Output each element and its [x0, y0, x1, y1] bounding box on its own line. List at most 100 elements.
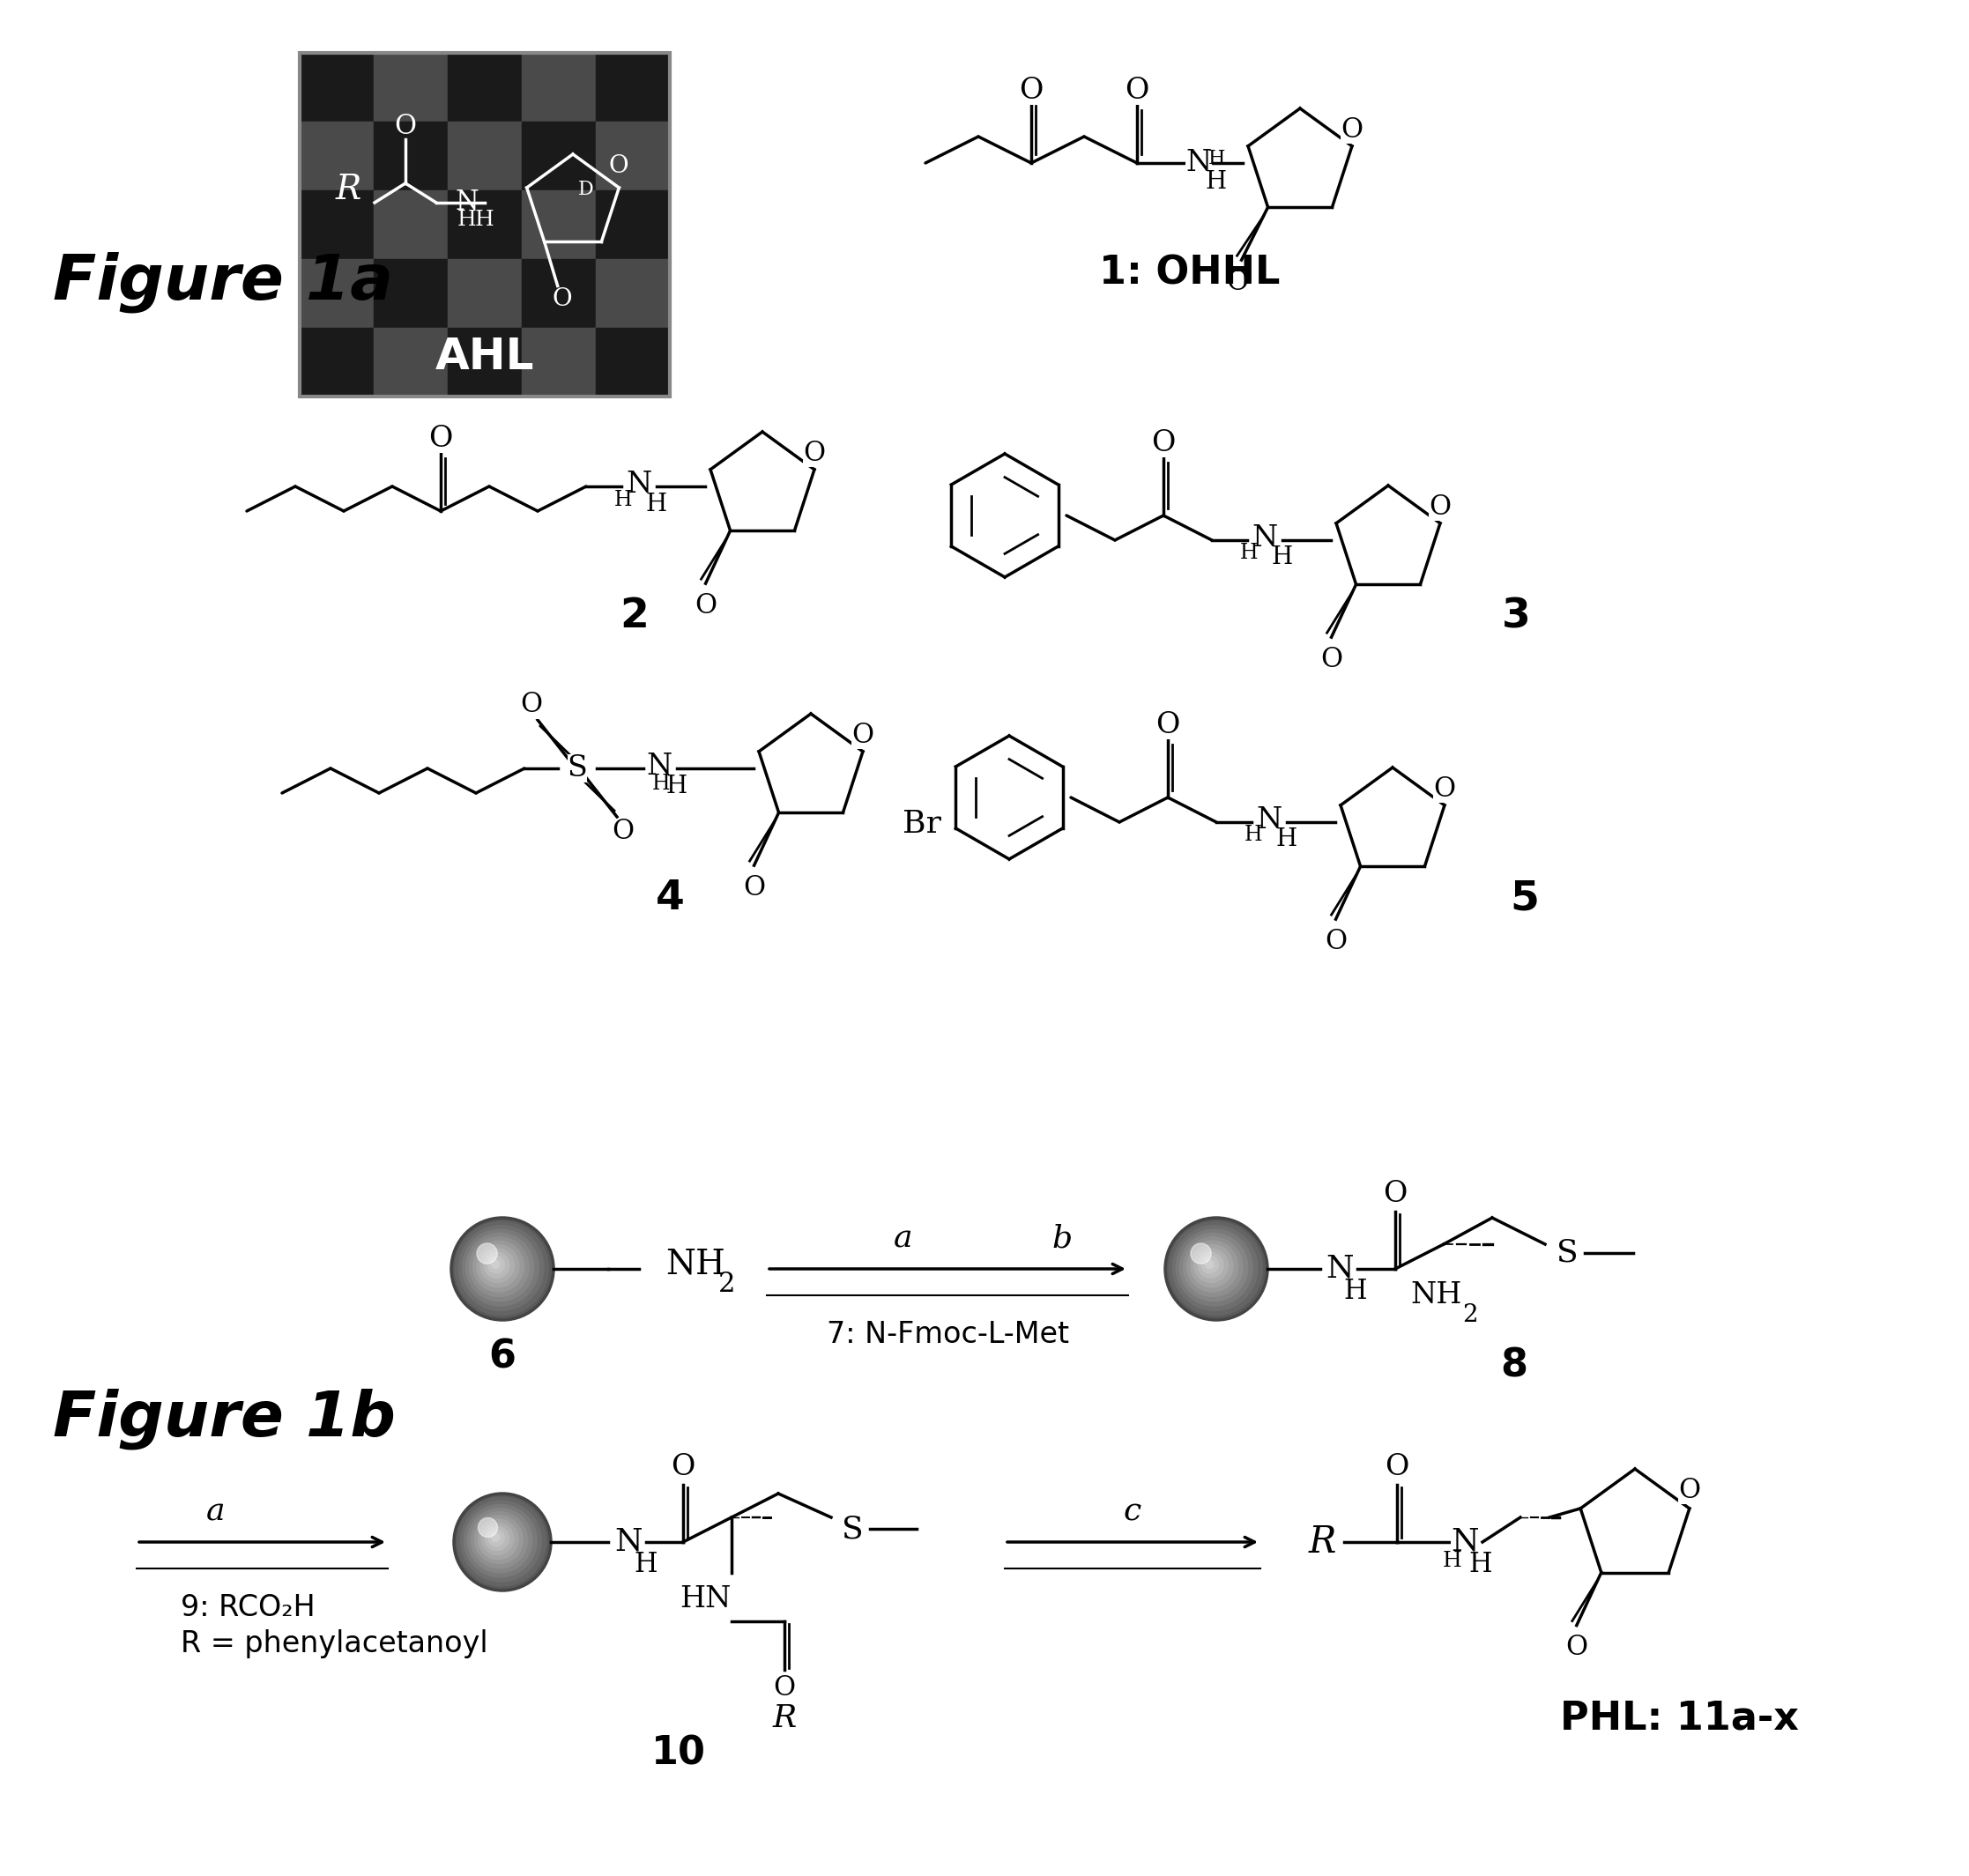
Bar	[299, 53, 669, 396]
Circle shape	[451, 1218, 553, 1321]
Bar	[447, 189, 522, 259]
Text: H: H	[475, 210, 494, 231]
Text: H: H	[1207, 148, 1225, 169]
Circle shape	[471, 1512, 528, 1568]
Bar	[447, 328, 522, 396]
Text: c: c	[1124, 1497, 1142, 1527]
Text: O: O	[853, 722, 874, 749]
Text: N: N	[626, 471, 652, 499]
Text: H: H	[1469, 1550, 1493, 1578]
Bar	[374, 259, 447, 328]
Text: 8: 8	[1500, 1347, 1528, 1384]
Text: H: H	[1244, 825, 1262, 846]
Text: H: H	[646, 492, 667, 516]
Circle shape	[1187, 1240, 1239, 1293]
Text: HN: HN	[679, 1585, 730, 1613]
Text: H: H	[1443, 1551, 1463, 1572]
Text: R: R	[1307, 1523, 1335, 1561]
Bar	[299, 259, 374, 328]
Text: S: S	[567, 754, 587, 782]
Bar	[597, 189, 669, 259]
Circle shape	[488, 1257, 504, 1274]
Circle shape	[1172, 1225, 1258, 1311]
Text: NH: NH	[666, 1248, 725, 1281]
Circle shape	[476, 1244, 498, 1264]
Text: O: O	[1227, 268, 1248, 296]
Text: 2: 2	[620, 597, 650, 636]
Text: N: N	[646, 752, 671, 780]
Text: H: H	[614, 490, 632, 510]
Text: a: a	[894, 1223, 914, 1253]
Text: D: D	[579, 180, 595, 199]
Text: R: R	[335, 173, 360, 206]
Bar	[374, 122, 447, 189]
Text: 5: 5	[1510, 880, 1540, 919]
Circle shape	[484, 1253, 510, 1278]
Text: O: O	[1156, 711, 1179, 739]
Circle shape	[476, 1244, 520, 1287]
Circle shape	[480, 1523, 514, 1555]
Circle shape	[478, 1518, 498, 1536]
Text: 1: OHHL: 1: OHHL	[1099, 255, 1280, 293]
Circle shape	[455, 1221, 549, 1315]
Circle shape	[455, 1493, 551, 1591]
Text: O: O	[803, 441, 825, 467]
Bar	[374, 189, 447, 259]
Text: R = phenylacetanoyl: R = phenylacetanoyl	[181, 1628, 488, 1658]
Text: O: O	[612, 818, 634, 846]
Text: N: N	[455, 189, 478, 216]
Text: O: O	[742, 874, 766, 900]
Circle shape	[490, 1261, 500, 1268]
Text: O: O	[1020, 77, 1044, 105]
Circle shape	[475, 1516, 524, 1565]
Text: 9: RCO₂H: 9: RCO₂H	[181, 1593, 315, 1623]
Text: 3: 3	[1502, 597, 1530, 636]
Text: AHL: AHL	[435, 336, 534, 379]
Text: H: H	[666, 775, 687, 797]
Text: N: N	[1325, 1253, 1353, 1283]
Circle shape	[1197, 1253, 1223, 1278]
Text: Br: Br	[904, 809, 941, 839]
Text: PHL: 11a-x: PHL: 11a-x	[1559, 1700, 1798, 1737]
Text: H: H	[1345, 1278, 1366, 1304]
Text: O: O	[1124, 77, 1150, 105]
Bar	[522, 189, 597, 259]
Text: S: S	[841, 1514, 862, 1544]
Text: O: O	[1382, 1180, 1408, 1208]
Text: O: O	[774, 1673, 795, 1702]
Circle shape	[467, 1233, 534, 1302]
Text: O: O	[1341, 116, 1363, 144]
Circle shape	[488, 1531, 504, 1546]
Bar	[374, 53, 447, 122]
Bar	[299, 328, 374, 396]
Text: N: N	[1256, 807, 1282, 835]
Circle shape	[469, 1508, 532, 1572]
Circle shape	[1201, 1257, 1219, 1274]
Text: Figure 1b: Figure 1b	[53, 1388, 396, 1450]
Circle shape	[1175, 1229, 1252, 1306]
Text: O: O	[551, 287, 573, 311]
Text: O: O	[1429, 493, 1451, 522]
Circle shape	[459, 1225, 543, 1311]
Circle shape	[463, 1229, 540, 1306]
Text: 2: 2	[719, 1272, 736, 1298]
Text: 2: 2	[1463, 1302, 1479, 1326]
Text: R: R	[772, 1703, 795, 1733]
Text: H: H	[1276, 827, 1298, 852]
Bar	[299, 53, 374, 122]
Text: O: O	[429, 424, 453, 452]
Text: b: b	[1051, 1223, 1073, 1253]
Circle shape	[480, 1248, 514, 1283]
Text: N: N	[1252, 523, 1278, 553]
Bar	[597, 259, 669, 328]
Text: 10: 10	[652, 1735, 707, 1773]
Circle shape	[473, 1240, 524, 1293]
Bar	[522, 328, 597, 396]
Text: H: H	[1272, 546, 1294, 570]
Text: O: O	[695, 591, 717, 619]
Text: O: O	[608, 154, 628, 178]
Bar	[299, 122, 374, 189]
Text: N: N	[1451, 1527, 1479, 1557]
Text: H: H	[1205, 171, 1227, 195]
Circle shape	[492, 1533, 500, 1542]
